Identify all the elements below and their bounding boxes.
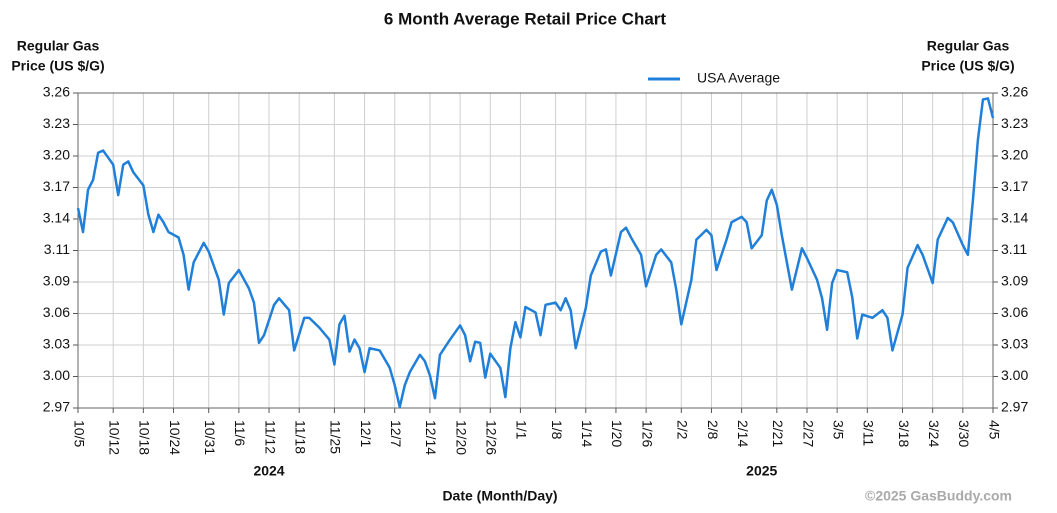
x-tick-label: 1/20	[609, 420, 625, 447]
x-tick-label: 1/8	[549, 420, 565, 440]
x-tick-label: 3/5	[830, 420, 846, 440]
y-tick-label: 3.14	[43, 210, 70, 226]
x-tick-label: 2/8	[705, 420, 721, 440]
y2-tick-label: 3.00	[1001, 367, 1028, 383]
x-tick-label: 11/6	[232, 420, 248, 446]
x-tick-label: 1/26	[639, 420, 655, 447]
data-line	[76, 97, 995, 409]
x-tick-label: 2/14	[735, 420, 751, 447]
x-tick-label: 12/14	[423, 420, 439, 455]
x-tick-label: 1/14	[579, 420, 595, 447]
y2-tick-label: 3.23	[1001, 115, 1028, 131]
y-tick-label: 3.03	[43, 336, 70, 352]
y-tick-label: 3.17	[43, 178, 70, 194]
x-tick-label: 12/20	[453, 420, 469, 455]
x-tick-label: 10/18	[137, 420, 153, 455]
x-tick-label: 2/27	[800, 420, 816, 447]
x-tick-label: 3/11	[861, 420, 877, 446]
x-tick-label: 3/18	[896, 420, 912, 447]
x-tick-label: 10/24	[167, 420, 183, 455]
year-label: 2024	[253, 463, 284, 479]
y-tick-label: 2.97	[43, 399, 70, 415]
y-tick-label: 3.11	[44, 241, 70, 257]
plot-border	[77, 92, 994, 409]
credit: ©2025 GasBuddy.com	[865, 488, 1012, 504]
x-tick-label: 12/7	[388, 420, 404, 447]
y2-tick-label: 3.14	[1001, 210, 1028, 226]
x-tick-label: 10/31	[202, 420, 218, 455]
chart-title: 6 Month Average Retail Price Chart	[384, 9, 666, 28]
y2-axis-label: Price (US $/G)	[921, 58, 1014, 74]
x-tick-label: 12/1	[358, 420, 374, 447]
x-tick-label: 1/1	[514, 420, 530, 440]
y-tick-label: 3.23	[43, 115, 70, 131]
y2-tick-label: 3.11	[1001, 241, 1027, 257]
x-tick-label: 12/26	[484, 420, 500, 455]
y-tick-label: 3.00	[43, 367, 70, 383]
x-tick-label: 3/30	[956, 420, 972, 447]
y-tick-label: 3.09	[43, 273, 70, 289]
y-tick-label: 3.26	[43, 84, 70, 100]
x-axis-label: Date (Month/Day)	[442, 488, 557, 504]
x-tick-label: 2/2	[675, 420, 691, 440]
y2-tick-label: 2.97	[1001, 399, 1028, 415]
x-tick-label: 11/12	[262, 420, 278, 454]
x-tick-label: 2/21	[770, 420, 786, 447]
y-axis-label: Regular Gas	[17, 38, 100, 54]
legend-label: USA Average	[697, 70, 780, 86]
x-tick-label: 11/18	[293, 420, 309, 454]
x-tick-label: 10/12	[106, 420, 122, 455]
x-tick-label: 4/5	[986, 420, 1002, 440]
x-tick-label: 11/25	[328, 420, 344, 454]
y2-tick-label: 3.06	[1001, 304, 1028, 320]
year-label: 2025	[746, 463, 777, 479]
y2-tick-label: 3.26	[1001, 84, 1028, 100]
y-tick-label: 3.20	[43, 147, 70, 163]
x-tick-label: 10/5	[71, 420, 87, 447]
y2-tick-label: 3.09	[1001, 273, 1028, 289]
y-tick-label: 3.06	[43, 304, 70, 320]
y-axis-label: Price (US $/G)	[11, 58, 104, 74]
y2-tick-label: 3.17	[1001, 178, 1028, 194]
y2-tick-label: 3.20	[1001, 147, 1028, 163]
x-tick-label: 3/24	[926, 420, 942, 447]
y2-tick-label: 3.03	[1001, 336, 1028, 352]
y2-axis-label: Regular Gas	[927, 38, 1010, 54]
